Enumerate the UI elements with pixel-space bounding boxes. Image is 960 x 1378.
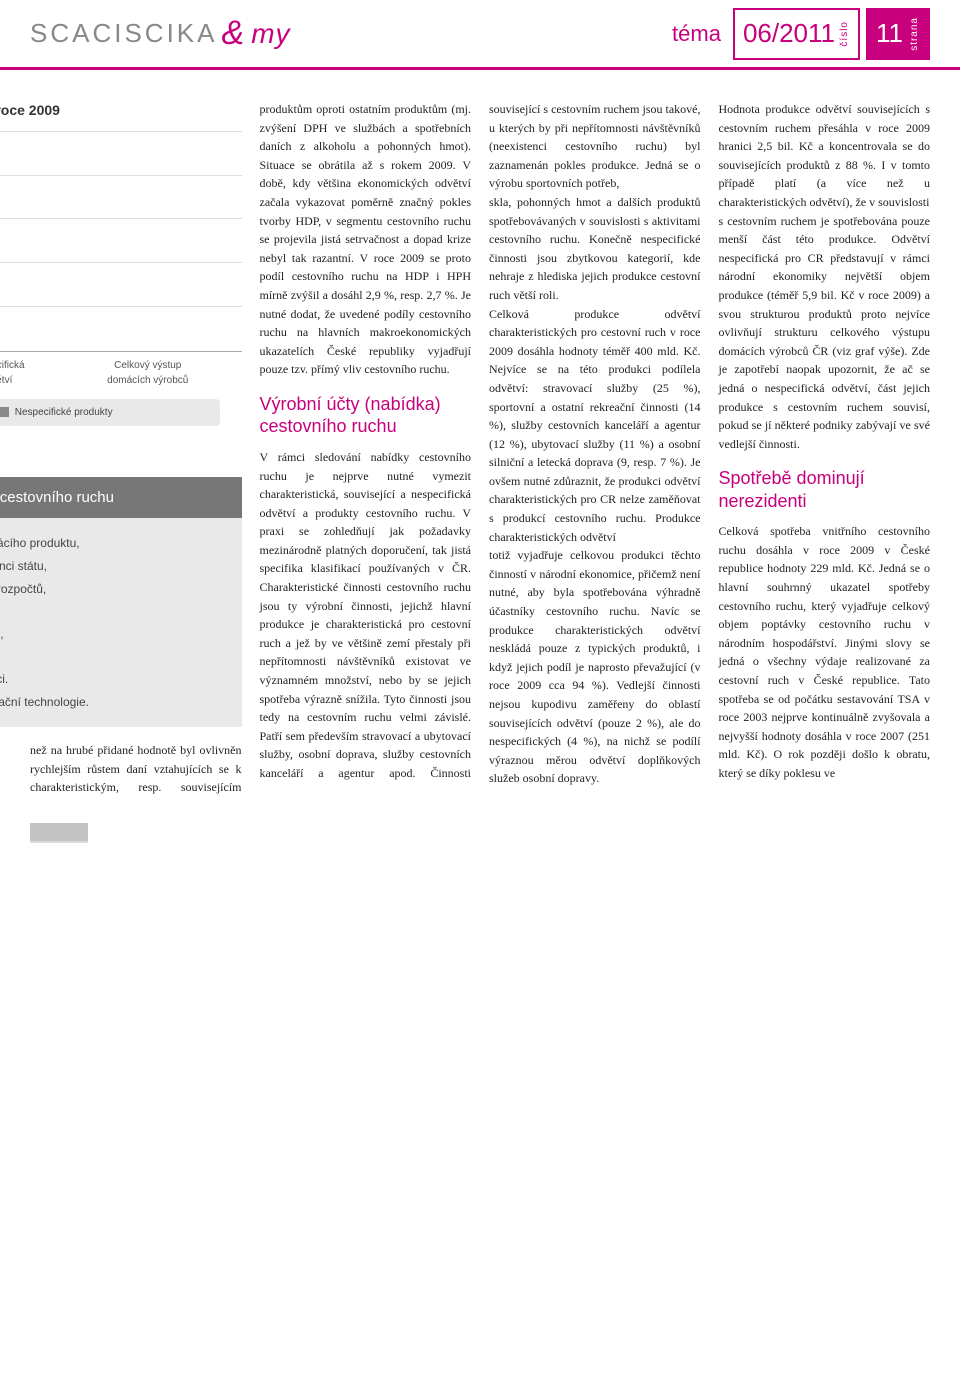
callout-bullet: podporuje investiční aktivity, [0,602,228,621]
issue-box: 06/2011 číslo [733,8,860,60]
body-paragraph: totiž vyjadřuje celkovou produkci těchto… [489,546,701,788]
callout-box: Hlavní ekonomické přínosy cestovního ruc… [0,477,242,727]
callout-bullet: rozvíjí meziregionální spolupráci. [0,670,228,689]
callout-bullet: stimuluje informační a komunikační techn… [0,693,228,712]
subheading: Výrobní účty (nabídka) cestovního ruchu [260,393,472,438]
chart-x-tick: Nespecifická odvětví [0,358,41,389]
callout-bullet: tvoří nové pracovní příležitosti, [0,647,228,666]
body-paragraph: skla, pohonných hmot a dalších produktů … [489,193,701,305]
logo-ampersand: & [222,14,248,53]
chart-card: Domácí nabídka cestovního ruchu podle od… [0,100,242,449]
section-label: téma [672,21,721,47]
callout-bullet: pozitivně ovlivňuje platební bilanci stá… [0,557,228,576]
logo-my: my [251,18,290,50]
body-paragraph: Celková produkce odvětví charakteristick… [489,305,701,547]
chart-x-ticks: Charakteristická odvětvíSouvisející odvě… [0,352,242,389]
chart-legend: Charakteristické produktySouvisející pro… [0,399,220,427]
text-columns: Domácí nabídka cestovního ruchu podle od… [30,100,930,797]
body-paragraph: s cestovním ruchem je spotřebována pouze… [719,212,931,454]
chart-plot-area: 0%20%40%60%80%100% [0,132,242,352]
callout-body: Přispívá k tvorbě hrubého domácího produ… [0,518,242,727]
chart-source: Zdroj: ČSÚ [0,432,242,449]
page-number-box: 11 strana [866,8,930,60]
page-footer [0,815,960,866]
callout-title: Hlavní ekonomické přínosy cestovního ruc… [0,477,242,518]
callout-bullet: tvoří příjmy státního i místních rozpočt… [0,580,228,599]
callout-bullet: Přispívá k tvorbě hrubého domácího produ… [0,534,228,553]
logo-main: SCACISCIKA [30,18,218,49]
legend-label: Nespecifické produkty [15,405,113,421]
csu-logo-icon [30,823,88,843]
issue-label: číslo [839,21,850,47]
legend-swatch [0,407,9,417]
body-paragraph: Celková spotřeba vnitřního cestovního ru… [719,522,931,782]
brand-logo: SCACISCIKA & my [30,14,672,53]
legend-item: Nespecifické produkty [0,405,113,421]
issue-number: 06/2011 [743,18,835,49]
callout-bullet: rozvíjí malé a střední podnikání, [0,625,228,644]
page-number: 11 [876,18,903,49]
page-header: SCACISCIKA & my téma 06/2011 číslo 11 st… [0,0,960,70]
chart-title: Domácí nabídka cestovního ruchu podle od… [0,100,242,122]
chart-bars [0,132,242,351]
subheading: Spotřebě dominují nerezidenti [719,467,931,512]
page-label: strana [909,17,920,51]
body-paragraph: Hodnota produkce odvětví souvisejících s… [719,100,931,212]
chart-x-tick: Celkový výstup domácích výrobců [103,358,193,389]
page-body: Domácí nabídka cestovního ruchu podle od… [0,70,960,815]
